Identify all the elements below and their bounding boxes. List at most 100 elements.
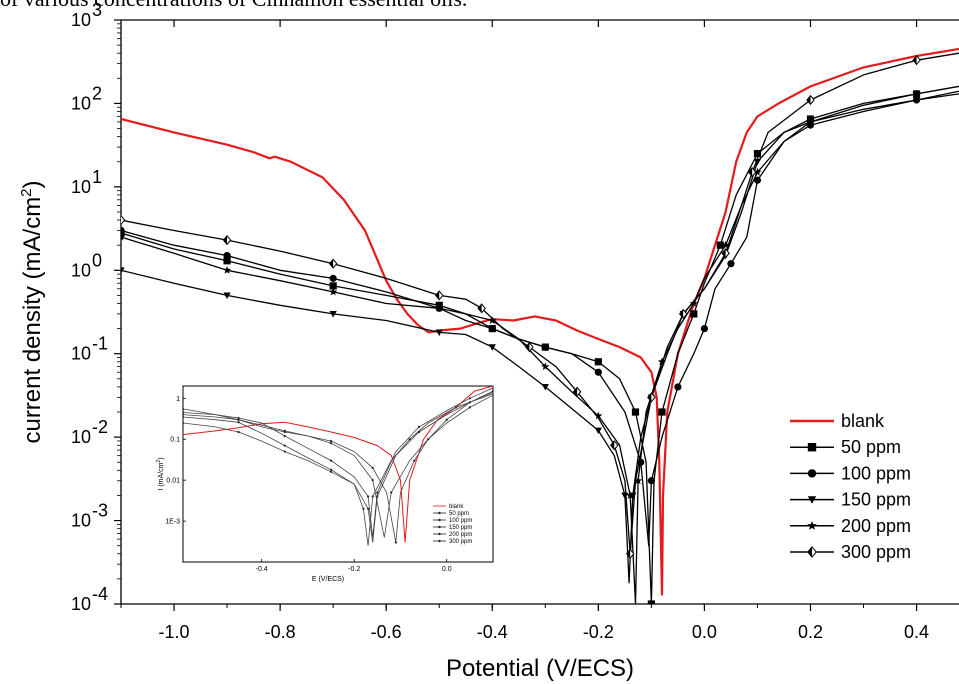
legend-marker-200-ppm [807,520,817,530]
data-point-50-ppm [647,600,655,604]
y-tick-label: 10 [71,594,91,614]
inset-data-point-200-ppm [329,468,333,471]
legend-label-200-ppm: 200 ppm [841,516,911,536]
x-tick-label: -0.6 [371,622,402,642]
data-point-300-ppm [610,440,619,451]
data-point-300-ppm-fill [223,235,228,245]
inset-data-point-50-ppm [491,390,493,393]
data-point-300-ppm [625,548,635,559]
data-point-100-ppm [594,368,602,376]
inset-data-point-50-ppm [329,440,333,443]
inset-data-point-300-ppm [329,459,333,462]
inset-chart: -0.4 -0.2 0.0 1E-3 0.01 0.1 1 E (V/ECS) I (mA/cm… [156,385,494,583]
y-axis-title: current density (mA/cm2) [18,180,46,443]
data-point-300-ppm-fill [435,291,440,300]
inset-data-point-300-ppm [366,495,370,498]
data-point-200-ppm [435,304,444,312]
data-point-50-ppm [753,150,762,158]
main-axes [114,19,959,611]
data-point-200-ppm [806,117,815,126]
inset-data-point-300-ppm [376,491,379,494]
data-point-300-ppm [222,235,232,246]
inset-legend-marker-100-ppm [438,518,441,522]
inset-series-line-200-ppm [183,391,493,543]
inset-legend-label-50-ppm: 50 ppm [449,511,469,517]
data-point-50-ppm [594,358,602,366]
inset-x-tick-label: -0.4 [256,566,268,573]
data-point-150-ppm [329,311,337,318]
data-point-200-ppm [657,357,667,366]
inset-data-point-100-ppm [237,418,240,421]
inset-data-point-150-ppm [408,438,411,441]
y-tick-label: 10 [71,427,91,447]
data-point-150-ppm [912,97,921,104]
y-tick-exponent: -2 [92,417,108,437]
data-point-200-ppm [689,299,698,307]
data-point-200-ppm [329,287,338,296]
data-point-200-ppm [121,232,126,241]
inset-legend-marker-150-ppm [438,525,441,529]
data-point-300-ppm [721,248,730,259]
data-point-300-ppm-fill [478,304,482,313]
y-tick-exponent: -4 [92,584,108,604]
inset-data-point-300-ppm [237,416,240,420]
inset-data-point-150-ppm [454,406,458,409]
data-point-300-ppm-fill [610,440,615,450]
inset-data-point-300-ppm [283,434,286,438]
x-tick-label: 0.4 [904,622,929,642]
y-tick-label: 10 [71,10,91,30]
data-point-50-ppm [716,241,724,249]
y-tick-label: 10 [71,344,91,364]
inset-series-group [183,386,493,546]
y-tick-exponent: -1 [92,334,108,354]
inset-legend-label-150-ppm: 150 ppm [449,525,472,531]
data-point-300-ppm [647,392,656,403]
legend-label-300-ppm: 300 ppm [841,542,911,562]
inset-data-point-200-ppm [283,444,286,447]
inset-x-axis-title: E (V/ECS) [312,576,344,583]
data-point-300-ppm-fill [806,95,811,105]
data-point-150-ppm [621,492,629,500]
data-point-100-ppm [541,343,549,351]
inset-y-tick-label: 1 [176,396,180,403]
y-tick-label: 10 [71,177,91,197]
inset-data-point-200-ppm [237,421,240,424]
inset-data-point-200-ppm [417,430,421,434]
data-point-100-ppm [329,274,337,282]
data-point-300-ppm [747,167,757,178]
data-point-100-ppm [647,477,655,485]
legend-marker-100-ppm [807,469,817,478]
data-point-300-ppm [525,342,534,353]
data-point-150-ppm [541,384,549,391]
y-tick-exponent: 3 [92,0,102,20]
x-tick-label: -0.4 [477,622,508,642]
inset-series-line-300-ppm [183,387,493,538]
inset-data-point-300-ppm [417,425,421,429]
inset-data-point-200-ppm [468,401,471,404]
series-line-blank [121,47,959,596]
data-point-50-ppm [658,408,666,416]
y-tick-exponent: 2 [92,83,102,103]
inset-data-point-50-ppm [183,413,185,416]
data-point-300-ppm-fill [679,309,684,319]
inset-data-point-50-ppm [445,418,448,421]
inset-data-point-100-ppm [427,438,430,441]
figure-caption: of various concentrations of Cinnamon es… [0,0,467,12]
legend-marker-300-ppm-fill [807,546,812,558]
inset-data-point-150-ppm [371,495,374,498]
data-point-100-ppm [488,324,496,333]
inset-data-point-150-ppm [362,507,365,510]
legend: blank 50 ppm 100 ppm 150 ppm 200 ppm 300 ppm [790,411,911,562]
data-point-300-ppm [434,290,444,301]
inset-data-point-150-ppm [283,450,286,453]
legend-label-100-ppm: 100 ppm [841,463,911,483]
data-point-150-ppm [488,344,496,351]
inset-data-point-100-ppm [371,479,374,482]
data-point-200-ppm [541,362,550,371]
inset-data-point-150-ppm [329,470,333,473]
data-point-50-ppm [690,310,698,318]
data-point-100-ppm [700,324,709,333]
legend-marker-300-ppm [807,546,817,558]
main-axis-labels: -1.0 -0.8 -0.6 -0.4 -0.2 0.0 0.2 0.410 -410 -310-… [18,0,929,682]
